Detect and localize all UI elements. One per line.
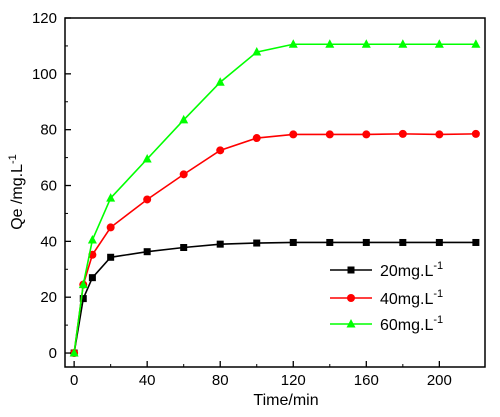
legend-entry: 60mg.L-1 [330, 314, 443, 334]
series-line [73, 133, 476, 354]
x-tick-label: 80 [212, 372, 229, 389]
data-point [253, 239, 261, 247]
y-tick-label: 20 [40, 289, 57, 306]
legend-label: 20mg.L-1 [380, 260, 443, 280]
plot-frame [64, 17, 486, 368]
data-point [88, 274, 96, 282]
legend-label-superscript: -1 [433, 314, 443, 326]
y-axis-title-main: Qe /mg.L [9, 164, 26, 230]
data-point [325, 39, 335, 48]
legend-marker [346, 319, 356, 328]
data-point [142, 153, 152, 163]
data-point [179, 114, 189, 124]
x-axis-title: Time/min [253, 392, 318, 409]
data-point [179, 170, 188, 179]
data-point [471, 39, 481, 48]
data-point [69, 348, 79, 357]
data-point [215, 77, 225, 86]
axes-layer: 0 40 80 120 160 200 0 20 40 60 80 100 120 [32, 10, 452, 389]
data-point [435, 238, 443, 246]
y-tick-label: 40 [40, 233, 57, 250]
data-point [361, 39, 371, 48]
data-point [362, 238, 370, 246]
legend-entry: 20mg.L-1 [330, 260, 443, 280]
data-point [398, 129, 407, 138]
legend-label: 40mg.L-1 [380, 288, 443, 308]
y-tick-label: 80 [40, 122, 57, 139]
legend-label-main: 40mg.L [380, 291, 433, 308]
data-point [289, 238, 297, 246]
data-point [79, 295, 87, 303]
data-point [325, 130, 334, 139]
data-point [78, 279, 88, 289]
series-2 [70, 129, 480, 358]
data-point [288, 39, 298, 48]
data-point [143, 248, 151, 256]
data-point [143, 195, 152, 204]
y-tick-label: 120 [32, 10, 57, 27]
data-point [362, 130, 371, 139]
data-point [326, 238, 334, 246]
y-tick-label: 60 [40, 178, 57, 195]
data-point [252, 134, 261, 143]
y-tick-label: 0 [49, 345, 57, 362]
data-point [434, 39, 444, 48]
data-point [106, 223, 115, 232]
data-point [87, 234, 97, 244]
data-point [216, 146, 225, 155]
data-point [180, 244, 188, 252]
x-tick-label: 40 [139, 372, 156, 389]
y-axis-title: Qe /mg.L-1 [7, 154, 26, 230]
data-point [471, 129, 480, 138]
legend-entry: 40mg.L-1 [330, 288, 443, 308]
legend-label-superscript: -1 [433, 260, 443, 272]
y-axis-title-superscript: -1 [7, 154, 19, 164]
data-point [398, 39, 408, 48]
legend-marker [347, 294, 355, 302]
legend-label-superscript: -1 [433, 288, 443, 300]
legend-label-main: 20mg.L [380, 263, 433, 280]
series-line [73, 43, 476, 354]
y-tick-label: 100 [32, 66, 57, 83]
data-point [289, 130, 298, 139]
data-point [435, 130, 444, 139]
x-tick-label: 120 [281, 372, 306, 389]
series-layer [69, 39, 481, 358]
data-point [107, 253, 115, 261]
x-tick-label: 200 [427, 372, 452, 389]
data-point [472, 238, 480, 246]
data-point [399, 238, 407, 246]
data-point [252, 47, 262, 56]
data-point [106, 193, 116, 202]
legend-marker [347, 266, 355, 274]
data-point [216, 240, 224, 248]
series-3 [69, 39, 481, 357]
x-tick-label: 0 [70, 372, 78, 389]
x-tick-label: 160 [354, 372, 379, 389]
legend-label-main: 60mg.L [380, 317, 433, 334]
legend-label: 60mg.L-1 [380, 314, 443, 334]
